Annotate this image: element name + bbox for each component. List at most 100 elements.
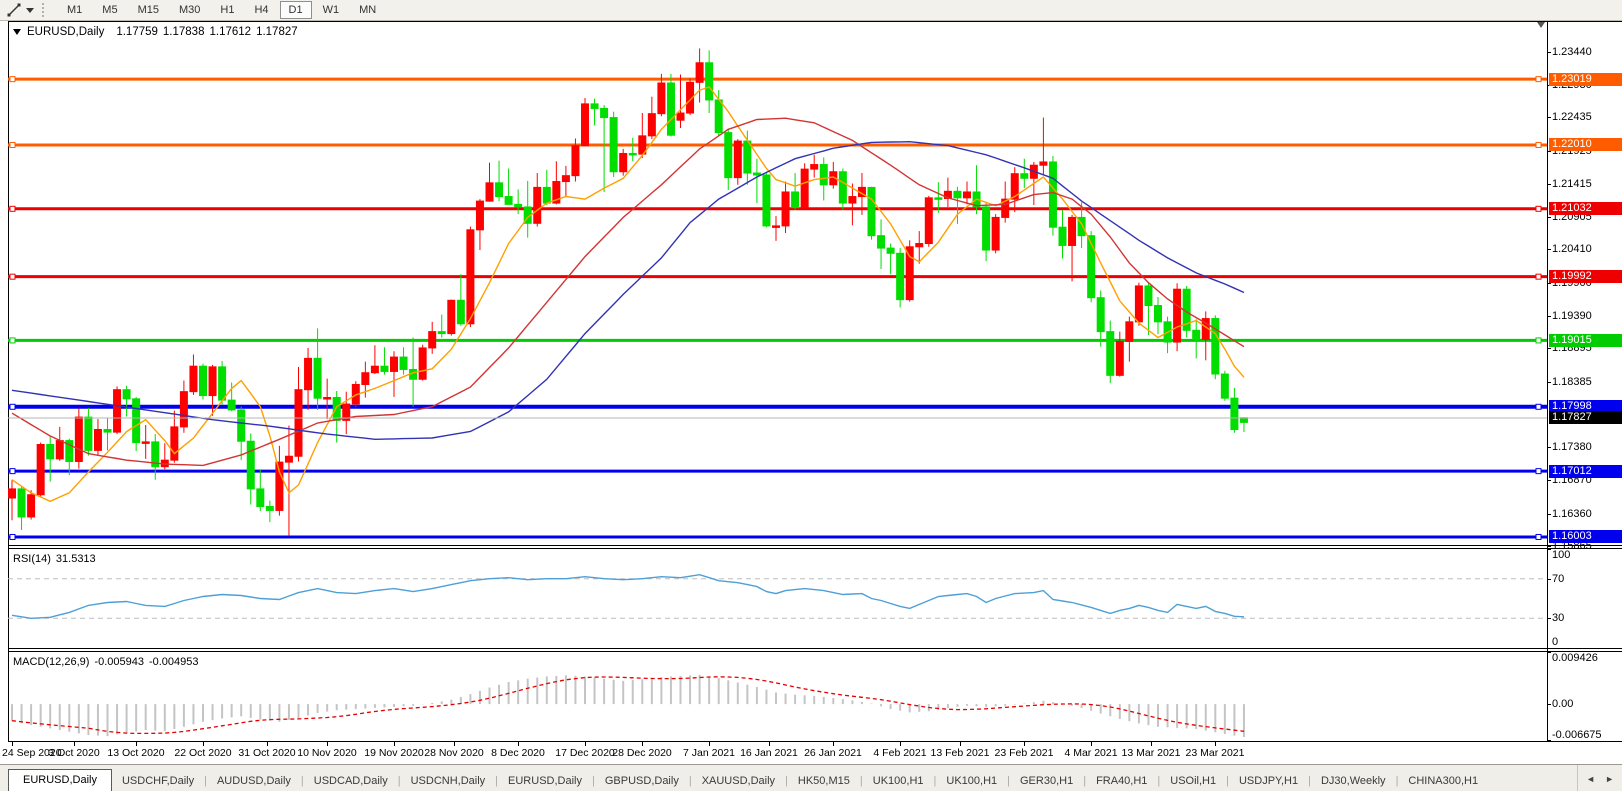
chart-tab-hk50-m15[interactable]: HK50,M15 bbox=[797, 775, 850, 787]
bear-candle bbox=[934, 197, 943, 200]
timeframe-button-mn[interactable]: MN bbox=[359, 4, 377, 16]
line-handle[interactable] bbox=[1535, 76, 1542, 83]
timeframe-button-h4[interactable]: H4 bbox=[254, 4, 269, 16]
price-tick-mark bbox=[1547, 382, 1551, 383]
drag-grip-icon[interactable] bbox=[42, 3, 49, 17]
bull-candle bbox=[1125, 321, 1134, 342]
timeframe-button-m15[interactable]: M15 bbox=[137, 4, 159, 16]
bull-candle bbox=[141, 441, 150, 444]
macd-indicator-label: MACD(12,26,9) -0.005943 -0.004953 bbox=[13, 656, 204, 668]
bear-candle bbox=[17, 488, 26, 518]
chart-tab-usdchf-daily[interactable]: USDCHF,Daily bbox=[121, 775, 195, 787]
bear-candle bbox=[1106, 331, 1115, 376]
bear-candle bbox=[456, 299, 465, 325]
date-tick-mark bbox=[960, 742, 961, 746]
chart-tab-ger30-h1[interactable]: GER30,H1 bbox=[1020, 775, 1074, 787]
chart-tab-eurusd-daily[interactable]: EURUSD,Daily bbox=[8, 769, 112, 791]
bear-candle bbox=[1230, 397, 1239, 430]
chart-tab-usdcnh-daily[interactable]: USDCNH,Daily bbox=[410, 775, 486, 787]
chart-tab-gbpusd-daily[interactable]: GBPUSD,Daily bbox=[604, 775, 679, 787]
tab-separator: | bbox=[592, 775, 595, 787]
timeframe-toolbar: M1 M5 M15 M30 H1 H4 D1 W1 MN bbox=[0, 0, 1622, 21]
chart-tab-eurusd-daily[interactable]: EURUSD,Daily bbox=[508, 775, 582, 787]
macd-panel-chart[interactable] bbox=[8, 652, 1547, 741]
line-handle[interactable] bbox=[9, 141, 16, 148]
chart-tab-dj30-weekly[interactable]: DJ30,Weekly bbox=[1320, 775, 1386, 787]
tab-scroll-right-button[interactable]: ► bbox=[1605, 773, 1614, 784]
line-handle[interactable] bbox=[9, 273, 16, 280]
bear-candle bbox=[600, 107, 609, 119]
bear-candle bbox=[495, 182, 504, 198]
tab-scroll-left-button[interactable]: ◄ bbox=[1586, 773, 1596, 784]
line-handle[interactable] bbox=[1535, 403, 1542, 410]
line-handle[interactable] bbox=[9, 337, 16, 344]
price-tick-label: 1.20410 bbox=[1552, 243, 1592, 255]
line-handle[interactable] bbox=[9, 403, 16, 410]
line-handle[interactable] bbox=[1535, 533, 1542, 540]
bull-candle bbox=[304, 357, 313, 391]
date-tick-label: 28 Dec 2020 bbox=[612, 747, 672, 759]
timeframe-button-d1[interactable]: D1 bbox=[279, 1, 312, 19]
horizontal-line-1.16003[interactable] bbox=[8, 533, 1547, 540]
line-price-flag: 1.21032 bbox=[1549, 202, 1622, 215]
cursor-lines-icon[interactable] bbox=[4, 2, 24, 18]
bear-candle bbox=[122, 389, 131, 400]
bull-candle bbox=[428, 331, 437, 349]
bull-candle bbox=[284, 455, 293, 463]
chart-tab-usoil-h1[interactable]: USOil,H1 bbox=[1170, 775, 1217, 787]
timeframe-button-m1[interactable]: M1 bbox=[67, 4, 83, 16]
bull-candle bbox=[924, 197, 933, 245]
horizontal-line-1.19992[interactable] bbox=[8, 273, 1547, 280]
bear-candle bbox=[1077, 216, 1086, 237]
timeframe-button-m5[interactable]: M5 bbox=[102, 4, 118, 16]
date-tick-label: 13 Oct 2020 bbox=[107, 747, 165, 759]
line-handle[interactable] bbox=[9, 76, 16, 83]
chart-tab-audusd-daily[interactable]: AUDUSD,Daily bbox=[216, 775, 291, 787]
date-tick-mark bbox=[1091, 742, 1092, 746]
quote-open: 1.17759 bbox=[116, 26, 158, 38]
main-price-chart[interactable] bbox=[8, 21, 1547, 545]
rsi-tick-label: 30 bbox=[1552, 612, 1565, 624]
medium-ma-line bbox=[11, 117, 1245, 467]
horizontal-line-1.19015[interactable] bbox=[8, 337, 1547, 344]
timeframe-button-h1[interactable]: H1 bbox=[220, 4, 235, 16]
date-tick-mark bbox=[769, 742, 770, 746]
timeframe-button-m30[interactable]: M30 bbox=[178, 4, 201, 16]
chart-tab-xauusd-daily[interactable]: XAUUSD,Daily bbox=[701, 775, 776, 787]
chart-tab-usdjpy-h1[interactable]: USDJPY,H1 bbox=[1238, 775, 1299, 787]
bear-candle bbox=[1154, 305, 1162, 323]
chart-tab-uk100-h1[interactable]: UK100,H1 bbox=[946, 775, 998, 787]
macd-signal-value: -0.004953 bbox=[148, 656, 199, 668]
chart-tab-china300-h1[interactable]: CHINA300,H1 bbox=[1408, 775, 1479, 787]
line-handle[interactable] bbox=[9, 468, 16, 475]
horizontal-line-1.23019[interactable] bbox=[8, 76, 1547, 83]
symbol-caret-icon[interactable] bbox=[13, 29, 21, 35]
rsi-panel-chart[interactable] bbox=[8, 549, 1547, 648]
line-handle[interactable] bbox=[1535, 468, 1542, 475]
date-tick-mark bbox=[585, 742, 586, 746]
price-tick-label: 1.22435 bbox=[1552, 111, 1592, 123]
line-handle[interactable] bbox=[1535, 141, 1542, 148]
bull-candle bbox=[552, 181, 561, 204]
chart-tab-usdcad-daily[interactable]: USDCAD,Daily bbox=[313, 775, 388, 787]
fast-ma-line bbox=[11, 86, 1245, 503]
horizontal-line-1.17998[interactable] bbox=[8, 403, 1547, 410]
date-tick-label: 31 Oct 2020 bbox=[238, 747, 296, 759]
date-axis[interactable]: 24 Sep 2020 3 Oct 2020 13 Oct 2020 22 Oct 2… bbox=[0, 742, 1622, 764]
line-handle[interactable] bbox=[1535, 205, 1542, 212]
horizontal-line-1.17012[interactable] bbox=[8, 468, 1547, 475]
line-handle[interactable] bbox=[1535, 273, 1542, 280]
date-tick-mark bbox=[454, 742, 455, 746]
horizontal-line-1.22010[interactable] bbox=[8, 141, 1547, 148]
line-handle[interactable] bbox=[9, 205, 16, 212]
chart-tab-uk100-h1[interactable]: UK100,H1 bbox=[872, 775, 924, 787]
bull-candle bbox=[772, 225, 780, 228]
horizontal-line-1.21032[interactable] bbox=[8, 205, 1547, 212]
bull-candle bbox=[991, 216, 1000, 251]
line-handle[interactable] bbox=[9, 533, 16, 540]
chart-tab-fra40-h1[interactable]: FRA40,H1 bbox=[1096, 775, 1148, 787]
caret-down-icon[interactable] bbox=[26, 7, 34, 13]
line-handle[interactable] bbox=[1535, 337, 1542, 344]
macd-tick-mark bbox=[1547, 740, 1551, 741]
timeframe-button-w1[interactable]: W1 bbox=[322, 4, 340, 16]
